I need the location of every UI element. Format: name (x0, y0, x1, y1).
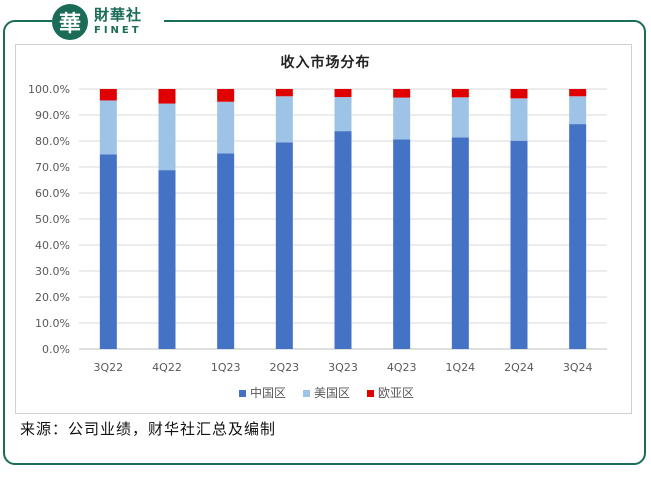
bar-segment-2 (217, 101, 235, 154)
bar-segment-1 (158, 170, 176, 349)
y-tick-label: 60.0% (35, 187, 70, 200)
logo-text: 財華社 FINET (94, 8, 142, 36)
y-tick-label: 20.0% (35, 291, 70, 304)
bar-segment-1 (275, 142, 293, 349)
y-tick-label: 100.0% (28, 83, 70, 96)
bar-segment-3 (393, 89, 411, 98)
bar-segment-3 (275, 89, 293, 97)
chart-title: 收入市场分布 (280, 55, 371, 71)
bar-segment-3 (158, 89, 176, 104)
y-tick-label: 10.0% (35, 317, 70, 330)
x-tick-label: 1Q23 (211, 361, 241, 374)
bar-segment-3 (569, 89, 587, 97)
legend-swatch (239, 390, 246, 397)
bar-segment-2 (451, 97, 469, 138)
x-tick-label: 1Q24 (446, 361, 476, 374)
bar-segment-3 (99, 89, 117, 101)
x-tick-label: 3Q24 (563, 361, 593, 374)
y-tick-label: 70.0% (35, 161, 70, 174)
bar-segment-2 (569, 96, 587, 125)
x-tick-label: 2Q24 (504, 361, 534, 374)
bar-segment-1 (334, 131, 352, 349)
logo-mark-icon: 華 (52, 4, 88, 40)
y-tick-label: 80.0% (35, 135, 70, 148)
bar-segment-3 (510, 89, 528, 99)
bar-segment-2 (510, 98, 528, 141)
x-tick-label: 3Q23 (328, 361, 358, 374)
bar-segment-3 (217, 89, 235, 102)
source-note: 来源：公司业绩，财华社汇总及编制 (20, 420, 277, 438)
bar-segment-1 (510, 140, 528, 349)
y-tick-label: 40.0% (35, 239, 70, 252)
x-tick-label: 2Q23 (270, 361, 300, 374)
legend-swatch (303, 390, 310, 397)
finet-logo: 華 財華社 FINET (52, 2, 164, 42)
y-tick-label: 90.0% (35, 109, 70, 122)
bar-segment-1 (569, 124, 587, 349)
x-tick-label: 4Q23 (387, 361, 417, 374)
x-tick-label: 3Q22 (94, 361, 124, 374)
bar-segment-1 (217, 153, 235, 349)
bar-segment-2 (158, 103, 176, 171)
bar-segment-2 (275, 96, 293, 143)
logo-name-en: FINET (94, 25, 142, 36)
y-tick-label: 50.0% (35, 213, 70, 226)
logo-name-cn: 財華社 (94, 6, 143, 24)
legend-label: 美国区 (314, 386, 350, 400)
bar-segment-2 (393, 97, 411, 140)
bar-segment-3 (334, 89, 352, 98)
x-tick-label: 4Q22 (152, 361, 182, 374)
chart-panel (15, 44, 632, 414)
y-tick-label: 0.0% (42, 343, 70, 356)
bar-segment-1 (393, 139, 411, 349)
bar-segment-2 (99, 100, 117, 155)
legend-swatch (367, 390, 374, 397)
bar-segment-1 (451, 137, 469, 349)
bar-segment-2 (334, 97, 352, 132)
bar-segment-1 (99, 154, 117, 349)
legend-label: 欧亚区 (378, 386, 414, 400)
bar-segment-3 (451, 89, 469, 98)
y-tick-label: 30.0% (35, 265, 70, 278)
legend-label: 中国区 (250, 385, 286, 400)
